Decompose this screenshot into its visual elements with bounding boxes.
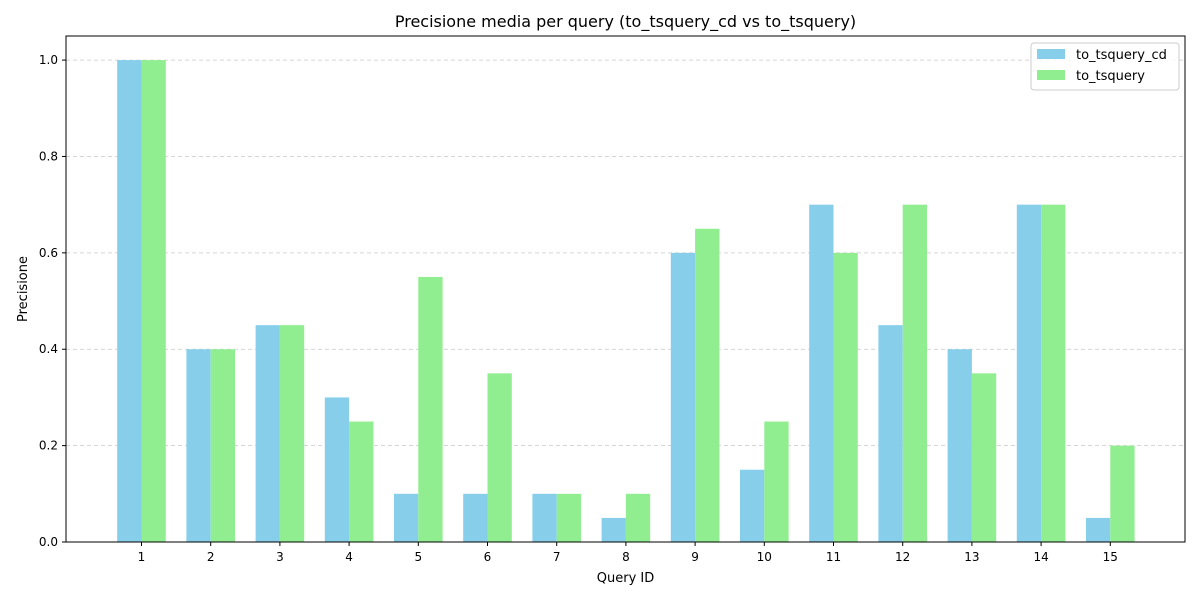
x-axis-label: Query ID	[597, 571, 654, 586]
legend-swatch-to-tsquery-cd	[1037, 49, 1065, 59]
legend-swatch-to-tsquery	[1037, 70, 1065, 80]
bar-to-tsquery-5	[418, 276, 443, 542]
bar-to-tsquery-cd-6	[463, 493, 488, 542]
bar-to-tsquery-cd-2	[186, 349, 211, 542]
x-tick-label: 13	[964, 550, 979, 564]
x-tick-label: 6	[484, 550, 492, 564]
x-tick-label: 10	[757, 550, 772, 564]
y-axis-ticks: 0.0 0.2 0.4 0.6 0.8 1.0	[39, 53, 66, 549]
bar-to-tsquery-cd-8	[601, 517, 626, 542]
y-tick-label: 0.2	[39, 439, 58, 453]
legend-label-to-tsquery: to_tsquery	[1076, 69, 1145, 84]
bar-to-tsquery-cd-12	[878, 325, 903, 542]
bar-to-tsquery-3	[279, 325, 305, 542]
x-tick-label: 5	[414, 550, 422, 564]
legend: to_tsquery_cd to_tsquery	[1030, 42, 1180, 91]
bar-to-tsquery-cd-11	[809, 204, 834, 542]
bar-to-tsquery-13	[971, 373, 997, 542]
bar-to-tsquery-cd-5	[394, 493, 419, 542]
bar-to-tsquery-cd-7	[532, 493, 557, 542]
bar-to-tsquery-1	[141, 60, 166, 542]
bar-to-tsquery-cd-3	[255, 325, 280, 542]
y-tick-label: 1.0	[39, 53, 58, 67]
x-tick-label: 12	[895, 550, 910, 564]
bar-to-tsquery-cd-15	[1086, 517, 1111, 542]
x-tick-label: 3	[276, 550, 284, 564]
bar-to-tsquery-cd-13	[947, 349, 972, 542]
y-tick-label: 0.0	[39, 535, 58, 549]
bar-to-tsquery-cd-14	[1016, 204, 1042, 542]
bar-to-tsquery-15	[1110, 445, 1135, 542]
y-axis-label: Precisione	[16, 256, 31, 322]
bar-to-tsquery-4	[349, 421, 374, 542]
x-tick-label: 2	[207, 550, 215, 564]
x-tick-label: 7	[553, 550, 561, 564]
bar-to-tsquery-7	[556, 493, 581, 542]
y-tick-label: 0.8	[39, 149, 58, 163]
bar-to-tsquery-cd-9	[670, 252, 696, 542]
bar-to-tsquery-14	[1041, 204, 1066, 542]
legend-box	[1030, 42, 1180, 91]
x-tick-label: 4	[345, 550, 353, 564]
bars	[117, 60, 1135, 542]
bar-to-tsquery-12	[902, 204, 927, 542]
x-tick-label: 1	[138, 550, 146, 564]
bar-to-tsquery-cd-1	[117, 60, 142, 542]
bar-to-tsquery-11	[833, 252, 858, 542]
x-tick-label: 14	[1033, 550, 1048, 564]
y-tick-label: 0.6	[39, 246, 58, 260]
grid-lines	[66, 59, 1185, 447]
bar-to-tsquery-6	[487, 373, 512, 542]
chart-title: Precisione media per query (to_tsquery_c…	[395, 12, 856, 32]
legend-label-to-tsquery-cd: to_tsquery_cd	[1076, 48, 1167, 63]
bar-to-tsquery-cd-4	[324, 397, 350, 542]
bar-to-tsquery-10	[764, 421, 789, 542]
bar-to-tsquery-9	[695, 228, 720, 542]
x-tick-label: 8	[622, 550, 630, 564]
x-tick-label: 15	[1103, 550, 1118, 564]
bar-to-tsquery-8	[625, 493, 651, 542]
x-axis-ticks: 1 2 3 4 5 6 7 8 9 10 11 12 13 14 15	[138, 542, 1118, 564]
x-tick-label: 9	[691, 550, 699, 564]
bar-to-tsquery-2	[210, 349, 235, 542]
x-tick-label: 11	[826, 550, 841, 564]
y-tick-label: 0.4	[39, 342, 58, 356]
bar-to-tsquery-cd-10	[740, 469, 765, 542]
